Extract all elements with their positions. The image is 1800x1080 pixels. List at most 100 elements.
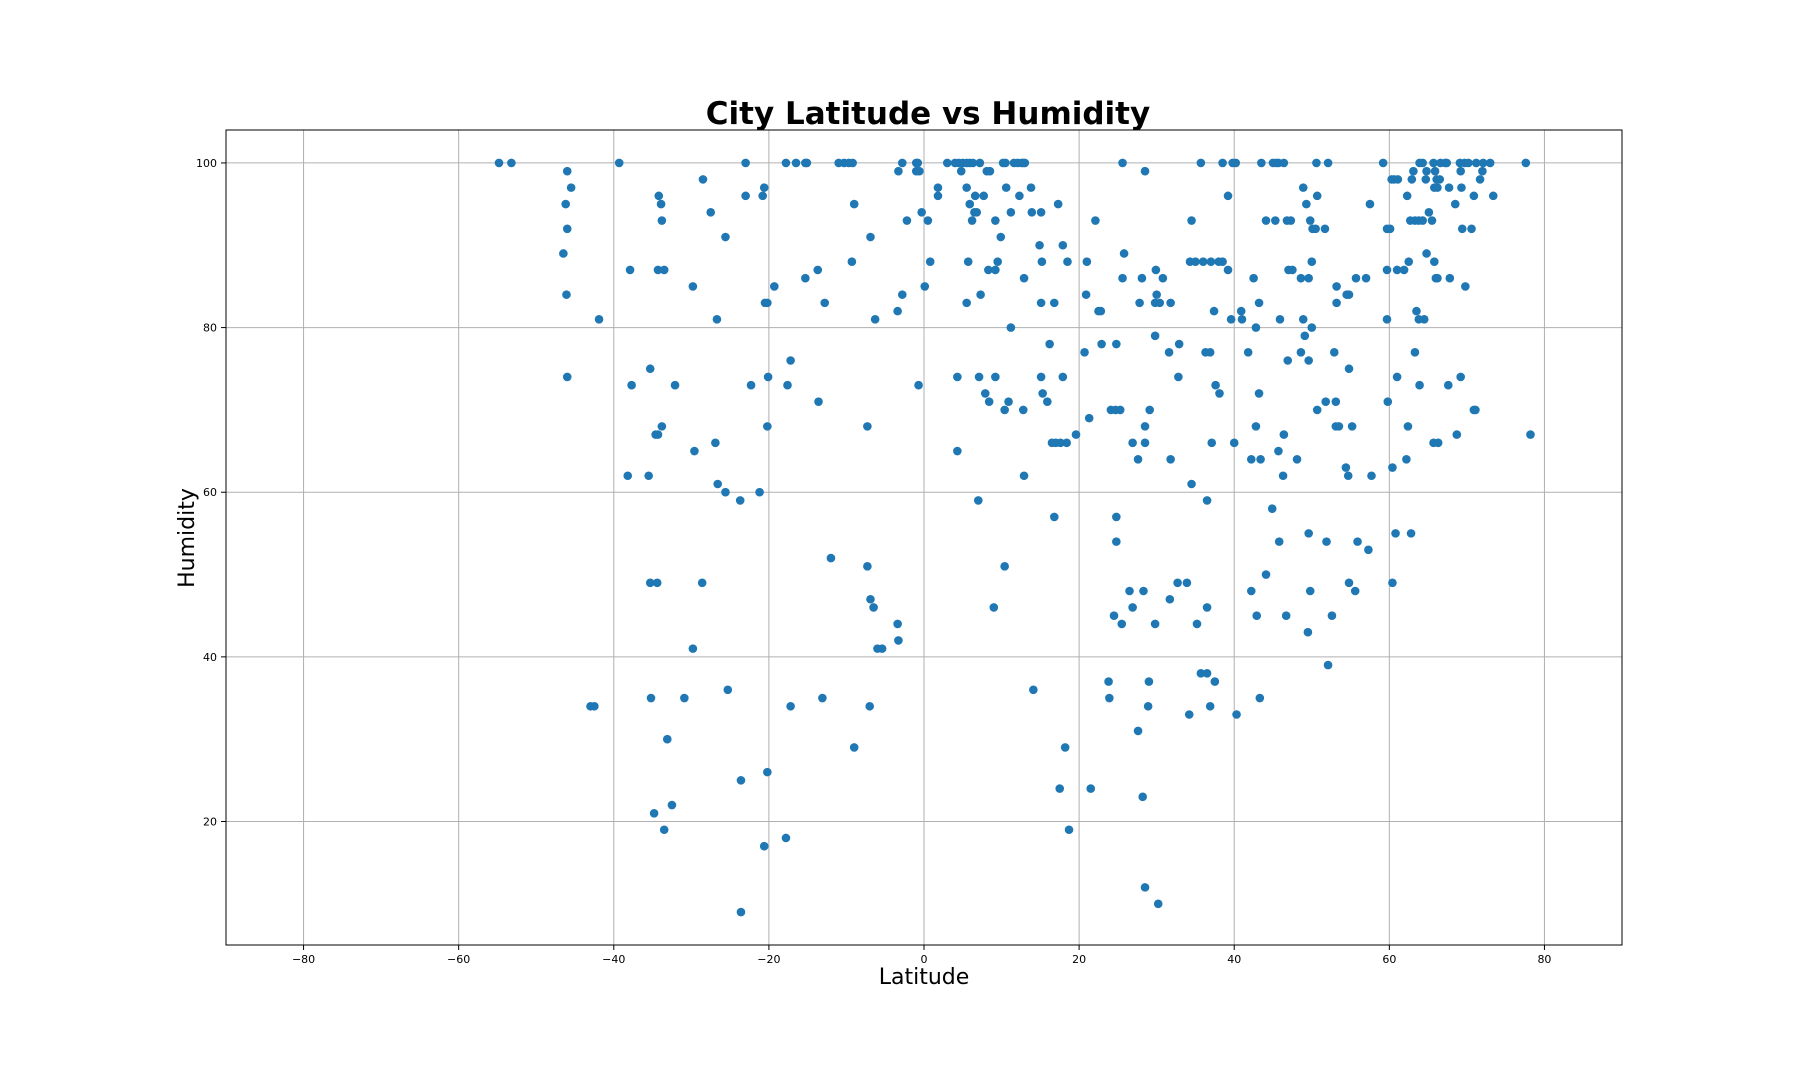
data-point (1393, 175, 1403, 184)
data-point (847, 257, 857, 267)
data-point (1049, 298, 1059, 308)
data-point (786, 356, 795, 365)
data-point (1344, 578, 1354, 588)
data-point (1118, 273, 1127, 283)
data-point (1343, 471, 1353, 481)
data-point (974, 372, 984, 382)
data-point (1187, 216, 1196, 225)
data-point (1412, 306, 1421, 316)
data-point (1145, 405, 1154, 415)
data-point (1043, 397, 1052, 406)
data-point (1251, 323, 1261, 332)
data-point (1192, 619, 1202, 629)
data-point (698, 175, 708, 184)
data-point (1006, 208, 1016, 217)
data-point (1418, 216, 1427, 225)
x-tick-label: −40 (602, 953, 625, 966)
data-point (721, 487, 730, 497)
data-point (1097, 339, 1106, 349)
data-point (1409, 166, 1418, 176)
data-point (1215, 389, 1224, 398)
data-point (820, 298, 830, 308)
data-point (1430, 166, 1440, 176)
data-point (1060, 743, 1070, 752)
data-point (1367, 471, 1376, 481)
data-point (1298, 315, 1308, 324)
data-point (1249, 273, 1258, 283)
data-point (657, 422, 667, 431)
data-point (770, 282, 779, 291)
data-point (1150, 619, 1160, 629)
data-point (623, 471, 633, 481)
data-point (1382, 265, 1392, 275)
data-point (1038, 389, 1047, 398)
y-tick-label: 20 (203, 816, 217, 829)
data-point (1365, 199, 1375, 209)
data-point (1350, 586, 1360, 596)
data-point (962, 298, 971, 308)
data-point (1274, 537, 1284, 546)
data-point (755, 487, 764, 497)
data-point (1091, 216, 1100, 225)
data-point (1392, 265, 1402, 275)
data-point (1312, 405, 1322, 415)
data-point (980, 389, 990, 398)
data-point (1045, 339, 1054, 349)
data-point (1243, 347, 1253, 357)
data-point (1469, 191, 1479, 201)
data-point (1255, 693, 1265, 703)
data-point (735, 496, 745, 505)
data-point (1150, 331, 1160, 341)
data-point (1488, 191, 1498, 201)
data-point (991, 265, 1000, 275)
data-point (1246, 454, 1256, 464)
data-point (759, 841, 769, 851)
data-point (1206, 257, 1216, 267)
data-point (1435, 175, 1445, 184)
data-point (494, 158, 504, 168)
data-point (1478, 158, 1488, 168)
data-point (688, 282, 698, 291)
data-point (1196, 669, 1206, 678)
data-point (1320, 224, 1330, 234)
x-tick-label: −80 (292, 953, 315, 966)
data-point (1035, 240, 1044, 250)
data-point (1452, 430, 1462, 439)
data-point (1155, 298, 1165, 308)
data-point (1198, 257, 1208, 267)
data-point (1071, 430, 1081, 439)
data-point (645, 364, 655, 374)
data-point (1086, 784, 1096, 793)
data-point (1019, 273, 1029, 283)
data-point (712, 315, 722, 324)
data-points (494, 158, 1535, 917)
data-point (1286, 216, 1296, 225)
data-point (865, 701, 875, 711)
data-point (975, 158, 985, 168)
data-point (1382, 315, 1392, 324)
data-point (1128, 438, 1137, 448)
data-point (1267, 504, 1277, 513)
data-point (1173, 578, 1182, 588)
data-point (644, 471, 653, 481)
data-point (1410, 347, 1420, 357)
y-tick-label: 80 (203, 322, 217, 335)
data-point (562, 290, 571, 299)
data-point (984, 397, 994, 406)
data-point (1254, 389, 1264, 398)
data-point (1027, 208, 1037, 217)
data-point (826, 553, 836, 563)
data-point (925, 257, 935, 267)
data-point (897, 290, 907, 299)
data-point (1274, 446, 1283, 456)
x-tick-label: 20 (1072, 953, 1086, 966)
data-point (1327, 611, 1337, 621)
data-point (1341, 463, 1351, 472)
data-point (759, 183, 769, 192)
data-point (1082, 257, 1092, 267)
data-point (1415, 380, 1424, 390)
data-point (1029, 685, 1038, 695)
data-point (1207, 438, 1217, 448)
data-point (1464, 158, 1473, 168)
data-point (1063, 257, 1072, 267)
